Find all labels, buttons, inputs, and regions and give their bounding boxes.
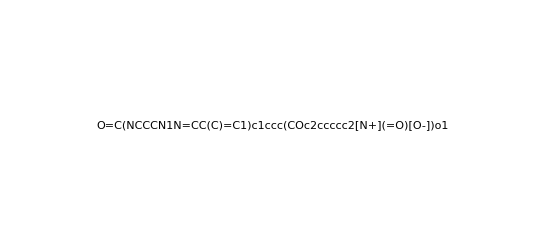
Text: O=C(NCCCN1N=CC(C)=C1)c1ccc(COc2ccccc2[N+](=O)[O-])o1: O=C(NCCCN1N=CC(C)=C1)c1ccc(COc2ccccc2[N+… xyxy=(97,120,449,130)
